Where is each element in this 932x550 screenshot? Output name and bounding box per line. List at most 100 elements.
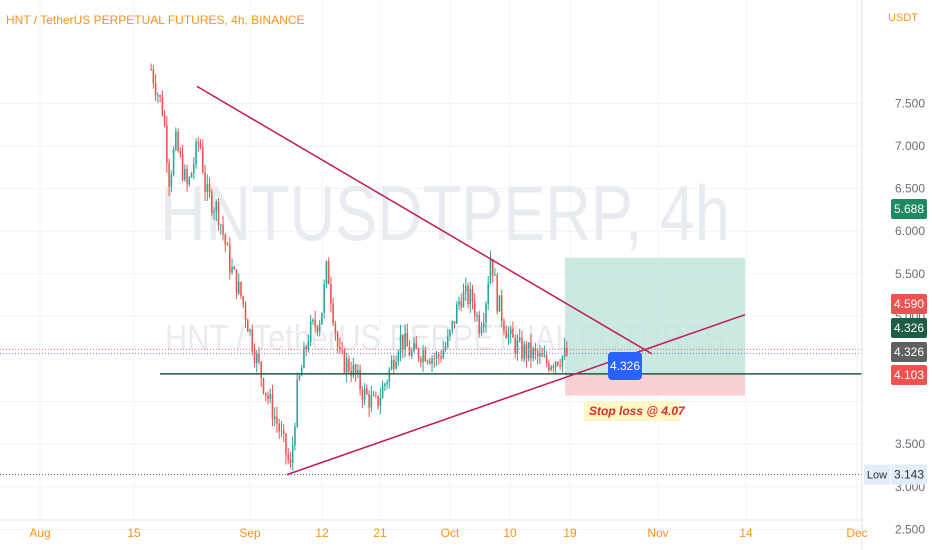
candle-body xyxy=(377,396,379,406)
x-tick-label: Aug xyxy=(29,526,50,540)
candle-body xyxy=(487,283,490,304)
candle-body xyxy=(402,334,404,350)
candle-body xyxy=(260,361,263,379)
y-tick-label: 6.500 xyxy=(895,182,925,196)
candle-body xyxy=(226,244,229,246)
candle-body xyxy=(179,151,182,155)
x-tick-label: 15 xyxy=(127,526,141,540)
candle-body xyxy=(251,329,254,352)
candle-body xyxy=(478,315,481,334)
trendline-upper[interactable] xyxy=(196,85,653,355)
candle-body xyxy=(494,274,496,276)
candles xyxy=(150,63,568,471)
candle-body xyxy=(273,416,276,420)
y-tick-label: 6.000 xyxy=(895,224,925,238)
price-label: 4.326 xyxy=(894,321,924,335)
candle-body xyxy=(552,366,555,368)
candle-body xyxy=(330,284,332,304)
candle-body xyxy=(527,342,530,359)
candle-body xyxy=(413,343,415,352)
x-tick-label: 21 xyxy=(373,526,387,540)
x-tick-label: Oct xyxy=(441,526,460,540)
candle-body xyxy=(545,355,548,364)
candle-body xyxy=(197,141,200,144)
candle-body xyxy=(202,146,204,173)
candle-body xyxy=(193,164,195,173)
candle-body xyxy=(397,352,400,362)
price-unit-label: USDT xyxy=(888,12,918,24)
candle-body xyxy=(539,353,541,357)
candle-body xyxy=(429,361,431,364)
trendline-lower[interactable] xyxy=(286,313,746,476)
candle-body xyxy=(300,368,303,376)
candle-body xyxy=(550,366,552,370)
candle-body xyxy=(255,353,258,363)
candle-body xyxy=(199,143,202,147)
candle-body xyxy=(332,303,334,324)
candle-body xyxy=(381,386,384,398)
candle-body xyxy=(341,350,343,352)
candle-body xyxy=(159,95,161,98)
candle-body xyxy=(554,362,557,368)
candle-body xyxy=(561,356,564,367)
watermark-symbol: HNTUSDTPERP, 4h xyxy=(160,169,730,257)
candle-body xyxy=(437,354,440,357)
candle-body xyxy=(321,312,323,325)
candle-body xyxy=(195,141,197,165)
candle-body xyxy=(267,395,269,399)
price-label: 4.590 xyxy=(894,297,924,311)
candle-body xyxy=(287,454,289,460)
entry-marker: 4.326 xyxy=(608,352,642,380)
price-label-bg xyxy=(891,199,927,219)
target-zone xyxy=(565,257,745,374)
candle-body xyxy=(224,234,227,245)
candle-body xyxy=(289,459,292,463)
candle-body xyxy=(285,433,287,455)
candle-body xyxy=(375,395,377,397)
candle-body xyxy=(242,296,245,305)
candle-body xyxy=(426,361,429,363)
entry-marker-box xyxy=(608,352,642,380)
candle-body xyxy=(451,321,454,331)
x-tick-label: 10 xyxy=(503,526,517,540)
candle-body xyxy=(258,353,260,362)
candle-body xyxy=(408,346,411,356)
candle-body xyxy=(476,315,478,317)
x-tick-label: 12 xyxy=(315,526,329,540)
time-axis[interactable]: Aug 15 Sep 12 21 Oct 10 19 Nov 14 Dec xyxy=(0,0,868,550)
candle-body xyxy=(541,353,543,357)
price-label-bg xyxy=(891,342,927,362)
candle-body xyxy=(372,395,375,397)
candle-body xyxy=(420,358,422,363)
candle-body xyxy=(534,348,537,352)
candle-body xyxy=(204,172,206,193)
candle-body xyxy=(269,394,272,399)
candle-body xyxy=(532,348,534,359)
candle-body xyxy=(514,337,516,353)
y-tick-label: 7.000 xyxy=(895,139,925,153)
y-tick-label: 5.500 xyxy=(895,267,925,281)
candle-body xyxy=(348,358,350,372)
candle-body xyxy=(370,395,373,408)
y-tick-label: 2.500 xyxy=(895,522,925,536)
candle-body xyxy=(190,172,193,178)
candle-body xyxy=(208,183,211,193)
candle-body xyxy=(206,183,209,193)
candle-body xyxy=(366,388,368,395)
price-axis[interactable]: 7.5007.0006.5006.0005.5005.0003.5003.000… xyxy=(895,96,925,536)
candle-body xyxy=(424,350,427,362)
candle-body xyxy=(361,389,364,400)
candle-body xyxy=(161,97,164,116)
x-tick-label: Nov xyxy=(647,526,668,540)
candle-body xyxy=(455,304,458,324)
candle-body xyxy=(399,334,402,353)
low-label-tag: Low xyxy=(867,470,887,482)
grid-lines xyxy=(0,0,862,530)
candle-body xyxy=(323,284,325,313)
candle-body xyxy=(235,269,238,294)
candle-body xyxy=(231,267,233,273)
candle-body xyxy=(467,285,469,305)
chart-title: HNT / TetherUS PERPETUAL FUTURES, 4h, BI… xyxy=(6,13,305,27)
candle-body xyxy=(307,342,310,350)
